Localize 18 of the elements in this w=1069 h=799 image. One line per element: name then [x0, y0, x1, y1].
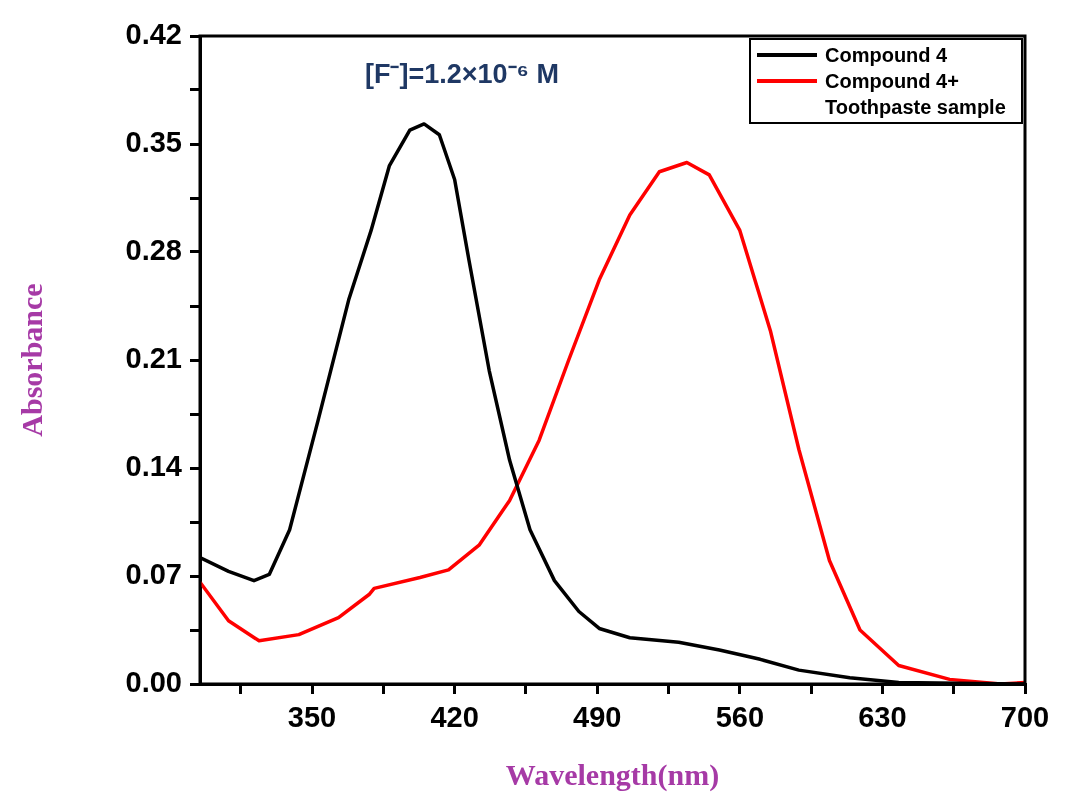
x-tick-label: 420 — [430, 701, 479, 734]
x-tick-label: 350 — [287, 701, 337, 734]
x-tick-label: 630 — [858, 701, 907, 734]
x-tick-label: 700 — [1000, 701, 1050, 734]
legend-label: Compound 4 — [825, 43, 948, 68]
legend-label: Compound 4+ Toothpaste sample — [825, 69, 1007, 120]
y-tick-label: 0.35 — [125, 126, 182, 158]
x-axis-title: Wavelength(nm) — [505, 757, 720, 792]
y-axis-title: Absorbance — [14, 283, 48, 437]
annotation: [F⁻]=1.2×10⁻⁶ M — [365, 59, 560, 90]
y-tick-label: 0.21 — [125, 342, 182, 374]
x-tick-label: 490 — [573, 701, 622, 734]
y-tick-label: 0.14 — [125, 450, 182, 482]
y-tick-label: 0.07 — [125, 558, 182, 590]
y-tick-label: 0.42 — [125, 18, 182, 50]
y-tick-label: 0.28 — [125, 234, 182, 266]
y-tick-label: 0.00 — [125, 666, 182, 698]
x-tick-label: 560 — [715, 701, 765, 734]
